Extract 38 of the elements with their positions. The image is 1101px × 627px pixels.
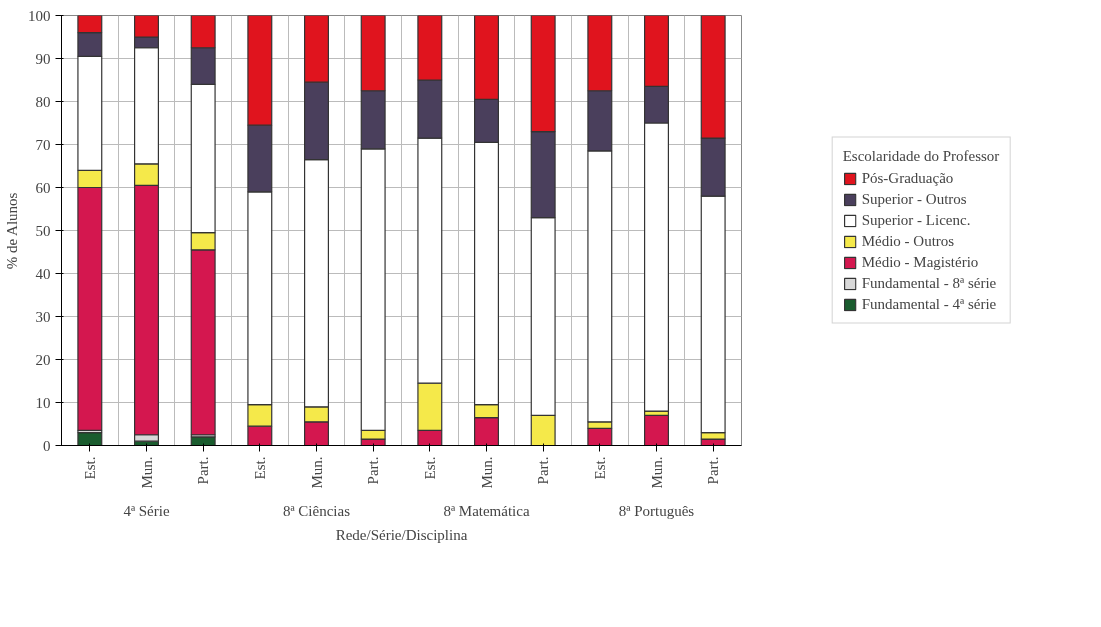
legend-title: Escolaridade do Professor	[842, 147, 1000, 165]
x-tick-label: Mun.	[138, 456, 155, 489]
legend-label: Fundamental - 8ª série	[861, 274, 997, 292]
legend-label: Superior - Licenc.	[861, 211, 971, 229]
y-tick-label: 100	[28, 7, 51, 24]
x-tick-label: Mun.	[478, 456, 495, 489]
y-tick-label: 60	[35, 179, 51, 196]
legend-label: Pós-Graduação	[861, 169, 954, 187]
x-tick-label: Est.	[421, 456, 438, 480]
y-tick-label: 70	[35, 136, 51, 153]
legend-label: Superior - Outros	[861, 190, 967, 208]
y-tick-label: 30	[35, 308, 51, 325]
bar	[644, 414, 669, 446]
y-tick-label: 50	[35, 222, 51, 239]
text: 8ª Português	[618, 502, 695, 519]
x-tick-label: Est.	[591, 456, 608, 480]
y-tick-label: 20	[35, 351, 51, 368]
legend-label: Fundamental - 4ª série	[861, 295, 997, 313]
y-tick-label: 0	[43, 437, 51, 454]
x-tick-label: Est.	[251, 456, 268, 480]
legend-label: Médio - Magistério	[861, 253, 979, 271]
text: 4ª Série	[123, 502, 170, 519]
x-tick-label: Est.	[81, 456, 98, 480]
x-tick-label: Part.	[195, 456, 212, 485]
y-tick-label: 90	[35, 50, 51, 67]
text: 8ª Matemática	[443, 502, 530, 519]
x-tick-label: Part.	[365, 456, 382, 485]
y-tick-label: 80	[35, 93, 51, 110]
y-axis-title: % de Alunos	[4, 192, 20, 270]
x-tick-label: Mun.	[648, 456, 665, 489]
x-tick-label: Part.	[705, 456, 722, 485]
legend-label: Médio - Outros	[861, 232, 955, 250]
y-tick-label: 40	[35, 265, 51, 282]
x-tick-label: Part.	[535, 456, 552, 485]
x-axis-title: Rede/Série/Disciplina	[335, 526, 468, 543]
x-tick-label: Mun.	[308, 456, 325, 489]
y-tick-label: 10	[35, 394, 51, 411]
text: 8ª Ciências	[282, 502, 351, 519]
